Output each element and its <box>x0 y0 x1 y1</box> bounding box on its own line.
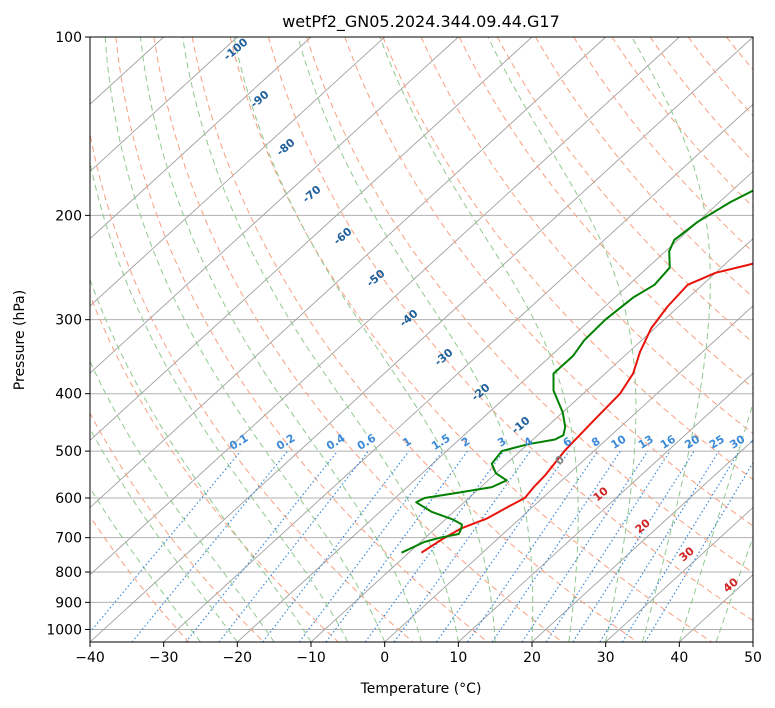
x-tick-label: 40 <box>670 650 688 666</box>
chart-title: wetPf2_GN05.2024.344.09.44.G17 <box>282 12 560 32</box>
isotherm-line <box>163 103 753 642</box>
y-tick-label: 800 <box>55 565 82 581</box>
isotherm-line <box>237 170 753 642</box>
moist-adiabat-line <box>233 37 496 642</box>
y-tick-label: 400 <box>55 387 82 403</box>
isotherm-line <box>90 37 459 374</box>
dry-adiabat-line <box>382 37 753 481</box>
moist-adiabat-line <box>379 37 579 642</box>
moist-adiabat-line <box>90 487 201 642</box>
temperature-profile-line <box>420 262 753 554</box>
x-tick-label: 10 <box>449 650 467 666</box>
axes: −40 −30 −20 −10 0 10 20 30 40 50 100 200 300 400 500 60… <box>46 30 762 666</box>
x-tick-label: −20 <box>223 650 253 666</box>
mixing-ratio-line <box>364 450 505 642</box>
dry-adiabat-line <box>306 37 753 574</box>
isotherm-line <box>90 37 385 307</box>
moist-adiabat-line <box>140 37 422 642</box>
dry-adiabat-line <box>115 37 488 642</box>
x-tick-label: 0 <box>380 650 389 666</box>
moist-adiabat-line <box>90 427 238 642</box>
data-series <box>401 189 753 554</box>
dry-adiabat-line <box>573 37 753 253</box>
dry-adiabat-line <box>191 37 638 642</box>
x-tick-label: 20 <box>523 650 541 666</box>
dewpoint-profile-line <box>401 189 753 554</box>
mixing-ratio-line <box>131 450 289 642</box>
dry-adiabat-line <box>420 37 753 434</box>
moist-adiabat-line <box>678 401 753 642</box>
isotherm-line <box>531 439 753 642</box>
moist-adiabat-line <box>297 37 534 642</box>
dry-adiabat-line <box>268 37 753 622</box>
isotherm-line <box>310 238 753 642</box>
x-tick-label: −30 <box>149 650 179 666</box>
dry-adiabat-line <box>90 412 264 642</box>
mixing-ratio-line <box>467 450 599 642</box>
moist-adiabat-line <box>182 37 459 642</box>
x-tick-label: −40 <box>75 650 105 666</box>
dry-adiabat-line <box>90 515 190 642</box>
isotherm-line <box>90 37 606 509</box>
moist-adiabat-line <box>104 37 386 642</box>
mixing-ratio-line <box>90 450 242 634</box>
mixing-ratio-label: 36 <box>748 432 768 451</box>
background-lines <box>90 37 753 642</box>
dry-adiabat-line <box>535 37 753 298</box>
y-tick-label: 600 <box>55 491 82 507</box>
mixing-ratio-line <box>435 450 570 642</box>
isotherm-line <box>90 37 680 576</box>
isotherm-line <box>90 37 312 240</box>
moist-adiabat-line <box>715 535 753 642</box>
dry-adiabat-line <box>229 37 712 642</box>
y-tick-label: 900 <box>55 595 82 611</box>
moist-adiabat-line <box>90 160 349 642</box>
mixing-ratio-line <box>393 450 531 642</box>
mixing-ratio-line <box>644 461 753 642</box>
y-axis-title: Pressure (hPa) <box>12 290 28 390</box>
y-tick-label: 500 <box>55 444 82 460</box>
mixing-ratio-line <box>599 450 720 642</box>
moist-adiabat-line <box>631 37 711 642</box>
mixing-ratio-line <box>218 450 369 642</box>
y-tick-label: 100 <box>55 30 82 46</box>
mixing-ratio-line <box>185 450 339 642</box>
y-tick-label: 200 <box>55 208 82 224</box>
y-tick-label: 1000 <box>46 622 82 638</box>
dry-adiabat-line <box>90 131 414 642</box>
plot-frame <box>89 36 754 643</box>
dry-adiabat-line <box>344 37 753 527</box>
x-tick-label: 50 <box>744 650 762 666</box>
isotherm-line <box>90 37 238 173</box>
x-tick-label: 30 <box>597 650 615 666</box>
isotherm-line <box>384 305 753 642</box>
moist-adiabat-line <box>487 37 637 642</box>
x-axis-title: Temperature (°C) <box>360 681 482 697</box>
x-tick-label: −10 <box>296 650 326 666</box>
mixing-ratio-line <box>621 450 740 642</box>
isotherm-line <box>458 372 753 642</box>
moist-adiabat-line <box>90 360 275 642</box>
moist-adiabat-line <box>90 278 312 642</box>
y-tick-label: 700 <box>55 531 82 547</box>
y-tick-label: 300 <box>55 313 82 329</box>
isotherm-line <box>605 506 753 642</box>
isotherm-line <box>90 37 533 441</box>
mixing-ratio-line <box>262 450 410 642</box>
mixing-ratio-line <box>572 450 695 642</box>
